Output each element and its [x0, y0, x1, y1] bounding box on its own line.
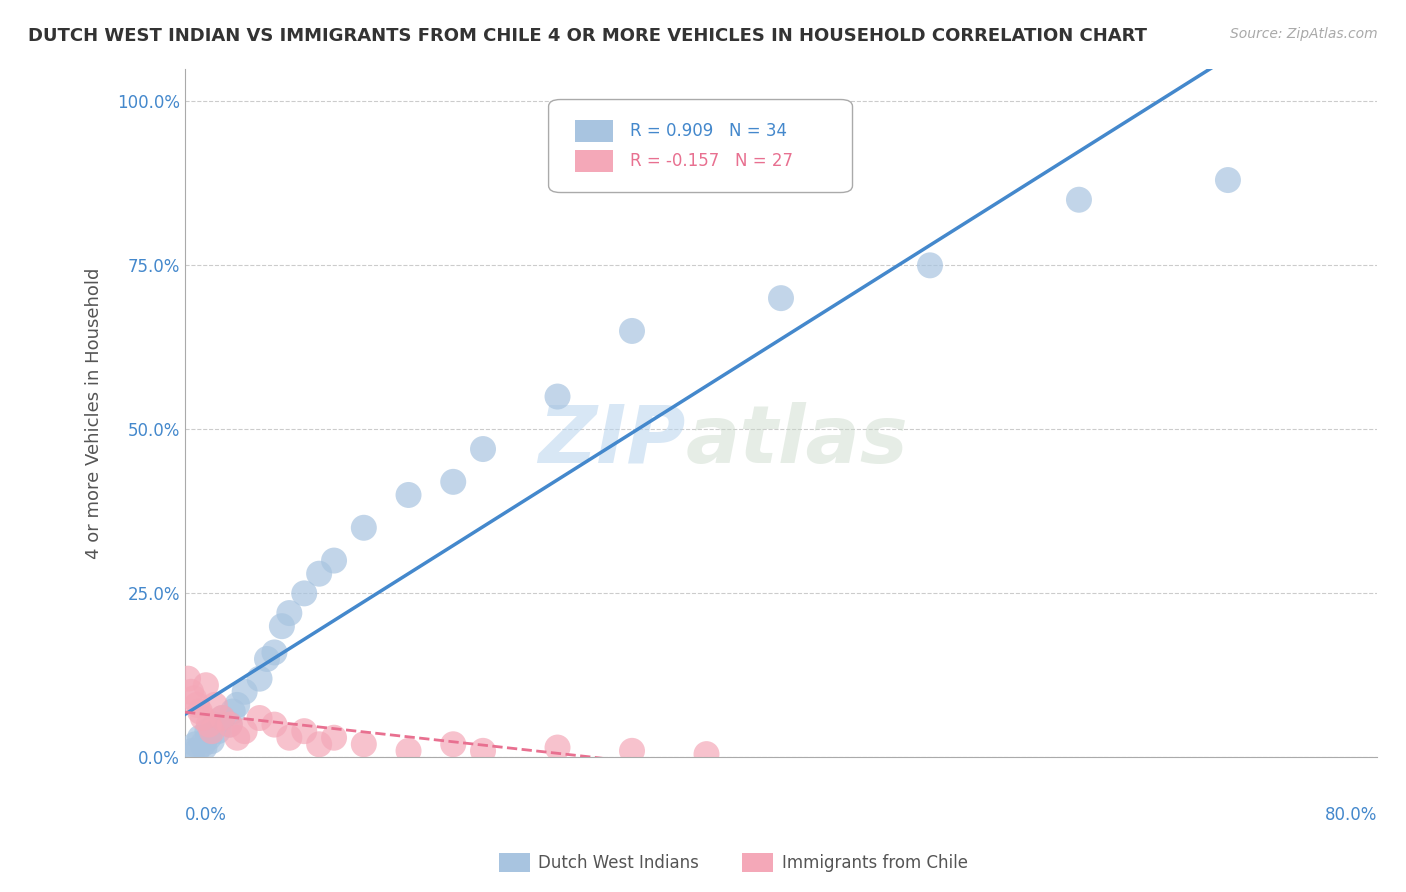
Point [249, 672, 271, 686]
FancyBboxPatch shape [575, 150, 613, 172]
FancyBboxPatch shape [575, 120, 613, 142]
Point [191, 711, 214, 725]
Point [204, 717, 226, 731]
Point [263, 645, 285, 659]
Text: 80.0%: 80.0% [1324, 805, 1376, 823]
Point [198, 731, 221, 745]
Point [308, 566, 330, 581]
Point [472, 744, 495, 758]
Point [398, 744, 420, 758]
Point [278, 606, 301, 620]
Text: DUTCH WEST INDIAN VS IMMIGRANTS FROM CHILE 4 OR MORE VEHICLES IN HOUSEHOLD CORRE: DUTCH WEST INDIAN VS IMMIGRANTS FROM CHI… [28, 27, 1147, 45]
Point [270, 619, 292, 633]
Text: 0.0%: 0.0% [186, 805, 226, 823]
Point [211, 711, 233, 725]
Point [191, 737, 214, 751]
Point [222, 705, 245, 719]
Point [256, 652, 278, 666]
Point [353, 521, 375, 535]
Point [398, 488, 420, 502]
Point [181, 744, 204, 758]
Point [233, 685, 256, 699]
Point [249, 711, 271, 725]
Point [472, 442, 495, 456]
Point [547, 390, 569, 404]
Point [323, 731, 346, 745]
Point [441, 737, 464, 751]
Text: Immigrants from Chile: Immigrants from Chile [782, 854, 967, 871]
Text: R = -0.157   N = 27: R = -0.157 N = 27 [630, 152, 793, 169]
Point [278, 731, 301, 745]
Point [226, 731, 249, 745]
Point [186, 744, 208, 758]
Text: R = 0.909   N = 34: R = 0.909 N = 34 [630, 122, 786, 140]
Text: Source: ZipAtlas.com: Source: ZipAtlas.com [1230, 27, 1378, 41]
Point [547, 740, 569, 755]
Point [263, 717, 285, 731]
Point [441, 475, 464, 489]
Point [695, 747, 717, 761]
Point [180, 685, 202, 699]
Point [292, 586, 315, 600]
Point [211, 711, 233, 725]
Text: ZIP: ZIP [538, 401, 686, 480]
Point [188, 705, 211, 719]
Point [201, 734, 224, 748]
Point [198, 717, 221, 731]
Point [353, 737, 375, 751]
Text: Dutch West Indians: Dutch West Indians [538, 854, 699, 871]
Point [218, 717, 240, 731]
Point [197, 724, 219, 739]
Point [218, 717, 240, 731]
Point [184, 737, 207, 751]
Point [308, 737, 330, 751]
Point [226, 698, 249, 712]
Point [188, 731, 211, 745]
Point [177, 672, 200, 686]
Point [1216, 173, 1239, 187]
Point [621, 324, 644, 338]
Point [194, 678, 217, 692]
Point [1067, 193, 1090, 207]
Point [233, 724, 256, 739]
Text: atlas: atlas [686, 401, 908, 480]
Point [204, 698, 226, 712]
Point [207, 724, 229, 739]
Point [292, 724, 315, 739]
Point [621, 744, 644, 758]
FancyBboxPatch shape [548, 100, 852, 193]
Point [201, 724, 224, 739]
Point [193, 740, 215, 755]
Point [918, 258, 941, 272]
Y-axis label: 4 or more Vehicles in Household: 4 or more Vehicles in Household [86, 268, 103, 558]
Point [323, 553, 346, 567]
Point [769, 291, 792, 305]
Point [186, 698, 208, 712]
Point [183, 691, 205, 706]
